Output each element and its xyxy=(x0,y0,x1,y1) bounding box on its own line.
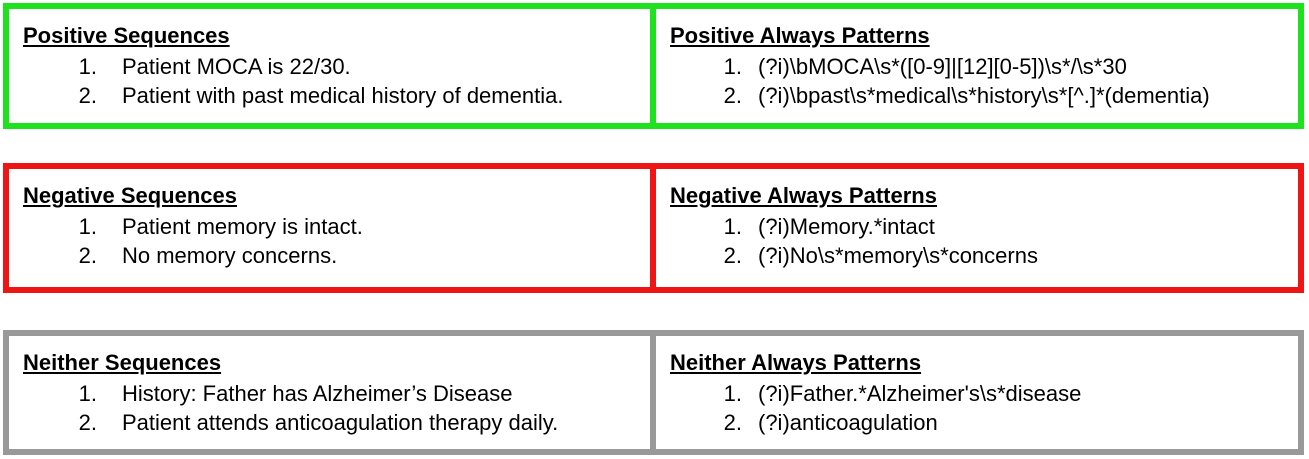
neither-sequences-list: 1. History: Father has Alzheimer’s Disea… xyxy=(23,379,650,437)
list-text: (?i)\bpast\s*medical\s*history\s*[^.]*(d… xyxy=(758,83,1210,108)
negative-sequences-box: Negative Sequences 1. Patient memory is … xyxy=(3,163,656,293)
list-number: 2. xyxy=(723,410,742,435)
list-item: 1. (?i)Memory.*intact xyxy=(670,212,1298,241)
list-item: 2. Patient attends anticoagulation thera… xyxy=(23,408,650,437)
list-number: 1. xyxy=(78,214,97,239)
neither-patterns-list: 1. (?i)Father.*Alzheimer's\s*disease 2. … xyxy=(670,379,1298,437)
list-number: 2. xyxy=(723,83,742,108)
list-number: 1. xyxy=(78,381,97,406)
positive-sequences-box: Positive Sequences 1. Patient MOCA is 22… xyxy=(3,3,656,129)
neither-sequences-title: Neither Sequences xyxy=(23,350,222,375)
list-text: (?i)Memory.*intact xyxy=(758,214,935,239)
list-text: (?i)\bMOCA\s*([0-9]|[12][0-5])\s*/\s*30 xyxy=(758,54,1127,79)
list-item: 1. (?i)Father.*Alzheimer's\s*disease xyxy=(670,379,1298,408)
list-text: History: Father has Alzheimer’s Disease xyxy=(122,381,513,406)
negative-patterns-list: 1. (?i)Memory.*intact 2. (?i)No\s*memory… xyxy=(670,212,1298,270)
list-item: 2. (?i)No\s*memory\s*concerns xyxy=(670,241,1298,270)
list-number: 2. xyxy=(78,83,97,108)
neither-sequences-box: Neither Sequences 1. History: Father has… xyxy=(3,330,656,455)
list-text: Patient MOCA is 22/30. xyxy=(122,54,351,79)
negative-sequences-title: Negative Sequences xyxy=(23,183,237,208)
list-item: 2. No memory concerns. xyxy=(23,241,650,270)
positive-sequences-title: Positive Sequences xyxy=(23,23,230,48)
list-text: Patient with past medical history of dem… xyxy=(122,83,564,108)
negative-row: Negative Sequences 1. Patient memory is … xyxy=(3,163,1304,293)
list-number: 2. xyxy=(78,410,97,435)
list-number: 2. xyxy=(78,243,97,268)
positive-patterns-box: Positive Always Patterns 1. (?i)\bMOCA\s… xyxy=(656,3,1304,129)
list-number: 1. xyxy=(723,214,742,239)
list-text: No memory concerns. xyxy=(122,243,338,268)
list-item: 1. (?i)\bMOCA\s*([0-9]|[12][0-5])\s*/\s*… xyxy=(670,52,1298,81)
list-number: 1. xyxy=(723,54,742,79)
list-text: Patient memory is intact. xyxy=(122,214,363,239)
list-item: 2. Patient with past medical history of … xyxy=(23,81,650,110)
neither-patterns-box: Neither Always Patterns 1. (?i)Father.*A… xyxy=(656,330,1304,455)
list-text: (?i)Father.*Alzheimer's\s*disease xyxy=(758,381,1082,406)
list-item: 2. (?i)\bpast\s*medical\s*history\s*[^.]… xyxy=(670,81,1298,110)
positive-row: Positive Sequences 1. Patient MOCA is 22… xyxy=(3,3,1304,129)
list-number: 2. xyxy=(723,243,742,268)
list-text: Patient attends anticoagulation therapy … xyxy=(122,410,559,435)
positive-patterns-title: Positive Always Patterns xyxy=(670,23,930,48)
list-item: 1. History: Father has Alzheimer’s Disea… xyxy=(23,379,650,408)
list-text: (?i)anticoagulation xyxy=(758,410,938,435)
positive-patterns-list: 1. (?i)\bMOCA\s*([0-9]|[12][0-5])\s*/\s*… xyxy=(670,52,1298,110)
negative-patterns-box: Negative Always Patterns 1. (?i)Memory.*… xyxy=(656,163,1304,293)
list-number: 1. xyxy=(78,54,97,79)
positive-sequences-list: 1. Patient MOCA is 22/30. 2. Patient wit… xyxy=(23,52,650,110)
neither-row: Neither Sequences 1. History: Father has… xyxy=(3,330,1304,455)
list-item: 1. Patient MOCA is 22/30. xyxy=(23,52,650,81)
list-number: 1. xyxy=(723,381,742,406)
negative-patterns-title: Negative Always Patterns xyxy=(670,183,937,208)
list-item: 2. (?i)anticoagulation xyxy=(670,408,1298,437)
negative-sequences-list: 1. Patient memory is intact. 2. No memor… xyxy=(23,212,650,270)
list-item: 1. Patient memory is intact. xyxy=(23,212,650,241)
neither-patterns-title: Neither Always Patterns xyxy=(670,350,922,375)
list-text: (?i)No\s*memory\s*concerns xyxy=(758,243,1038,268)
